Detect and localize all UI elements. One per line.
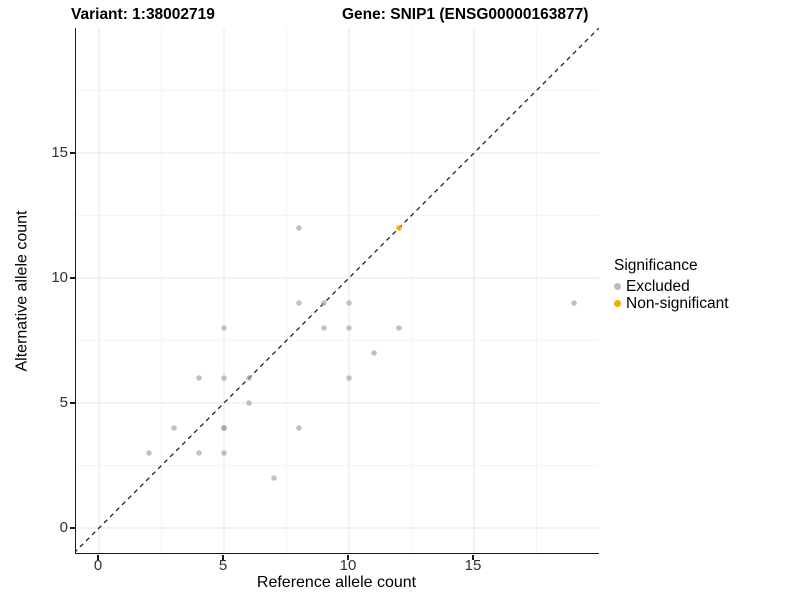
plot-panel [75,28,599,554]
x-tick-mark [347,555,349,560]
x-tick-label: 10 [339,557,357,574]
data-point-excluded [171,425,177,431]
plot-title-variant: Variant: 1:38002719 [71,6,215,23]
data-point-excluded [196,450,202,456]
data-point-excluded [221,325,227,331]
legend: Significance Excluded Non-significant [614,257,729,312]
x-tick-mark [472,555,474,560]
y-tick-mark [70,527,75,529]
y-tick-label: 10 [51,269,68,286]
x-axis-title: Reference allele count [256,574,417,591]
x-tick-mark [222,555,224,560]
legend-items: Excluded Non-significant [614,278,729,312]
data-point-excluded [346,325,352,331]
legend-item-label: Excluded [626,277,690,295]
y-tick-label: 15 [51,144,68,161]
identity-line [76,28,599,552]
legend-key-dot-icon [614,283,621,290]
x-tick-mark [97,555,99,560]
y-tick-mark [70,152,75,154]
x-tick-label: 0 [93,557,103,574]
x-tick-label: 5 [218,557,228,574]
y-tick-mark [70,402,75,404]
data-point-excluded [346,300,352,306]
x-tick-label: 15 [464,557,482,574]
legend-key-dot-icon [614,300,621,307]
data-point-non-significant [396,225,402,231]
data-point-excluded [246,375,252,381]
plot-canvas [76,28,599,553]
data-point-excluded [371,350,377,356]
data-point-excluded [571,300,577,306]
legend-item: Non-significant [614,295,729,312]
data-point-excluded [321,300,327,306]
data-point-excluded [221,425,227,431]
y-tick-label: 0 [59,519,68,536]
data-point-excluded [396,325,402,331]
data-point-excluded [246,400,252,406]
y-tick-label: 5 [59,394,68,411]
data-point-excluded [321,325,327,331]
plot-title-gene: Gene: SNIP1 (ENSG00000163877) [342,6,589,23]
data-point-excluded [296,225,302,231]
legend-item: Excluded [614,278,729,295]
data-point-excluded [221,375,227,381]
data-point-excluded [271,475,277,481]
data-point-excluded [296,425,302,431]
y-tick-mark [70,277,75,279]
y-axis-title: Alternative allele count [13,210,31,372]
data-point-excluded [146,450,152,456]
legend-title: Significance [614,257,698,274]
data-point-excluded [221,450,227,456]
data-point-excluded [196,375,202,381]
legend-item-label: Non-significant [626,294,729,312]
data-point-excluded [346,375,352,381]
data-point-excluded [296,300,302,306]
